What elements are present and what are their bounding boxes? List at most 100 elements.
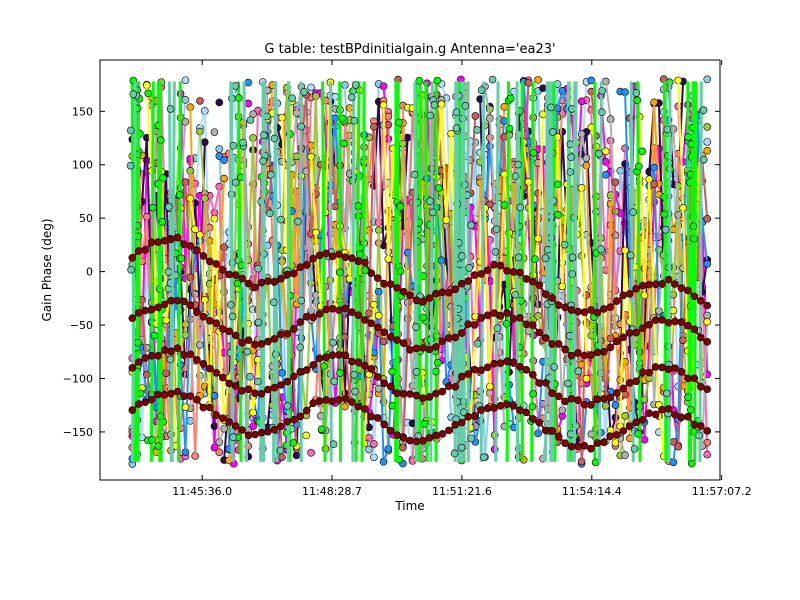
series-line bbox=[580, 154, 588, 235]
series-line bbox=[440, 192, 448, 335]
series-line bbox=[508, 232, 515, 293]
data-point bbox=[166, 355, 175, 364]
data-point bbox=[582, 374, 591, 383]
series-line bbox=[488, 118, 496, 208]
series-line bbox=[218, 148, 226, 258]
data-point bbox=[403, 133, 412, 142]
series-line bbox=[624, 92, 631, 256]
series-line bbox=[575, 322, 583, 462]
series-line bbox=[440, 104, 448, 221]
data-point bbox=[549, 128, 557, 136]
series-line bbox=[372, 101, 380, 186]
series-line bbox=[305, 94, 313, 234]
y-tick-label: −50 bbox=[70, 319, 93, 332]
wrap-line bbox=[413, 81, 419, 462]
data-point bbox=[471, 112, 480, 120]
data-point bbox=[134, 232, 143, 241]
data-point bbox=[567, 153, 576, 162]
data-point bbox=[703, 450, 712, 459]
data-point bbox=[597, 245, 605, 253]
data-point bbox=[210, 422, 219, 430]
x-tick-label: 11:54:14.4 bbox=[562, 485, 622, 498]
series-line bbox=[604, 81, 612, 120]
data-point bbox=[229, 433, 237, 441]
series-line bbox=[609, 140, 617, 291]
series-line bbox=[213, 218, 221, 332]
series-line bbox=[343, 337, 351, 400]
series-line bbox=[198, 240, 206, 367]
data-point bbox=[703, 215, 712, 223]
wrap-line bbox=[698, 81, 703, 462]
data-point bbox=[292, 152, 301, 161]
data-point bbox=[687, 459, 696, 468]
data-point bbox=[320, 362, 328, 370]
series-line bbox=[401, 105, 409, 266]
data-point bbox=[577, 97, 586, 106]
series-line bbox=[401, 143, 409, 319]
data-point bbox=[234, 94, 243, 102]
data-point bbox=[638, 147, 647, 156]
data-point bbox=[650, 180, 658, 188]
data-point bbox=[684, 393, 692, 402]
series-line bbox=[179, 182, 187, 267]
wrap-line bbox=[629, 81, 635, 462]
data-point bbox=[689, 222, 698, 231]
y-tick-label: 50 bbox=[79, 212, 93, 225]
data-point bbox=[630, 444, 639, 453]
data-point bbox=[661, 225, 670, 234]
series-line bbox=[208, 218, 216, 405]
wrap-line bbox=[663, 81, 669, 462]
wrap-line bbox=[273, 81, 279, 462]
series-line bbox=[469, 142, 477, 266]
data-point bbox=[426, 197, 434, 205]
series-line bbox=[281, 117, 288, 251]
series-line bbox=[657, 404, 665, 457]
series-line bbox=[184, 305, 192, 453]
data-point bbox=[419, 313, 428, 322]
data-point bbox=[244, 99, 253, 108]
series-line bbox=[189, 277, 197, 306]
data-point bbox=[452, 124, 461, 132]
series-line bbox=[189, 198, 197, 230]
series-line bbox=[179, 121, 187, 188]
data-point bbox=[450, 449, 459, 458]
data-point bbox=[181, 403, 190, 412]
series-line bbox=[498, 136, 506, 255]
series-line bbox=[653, 318, 660, 405]
data-point bbox=[254, 264, 262, 273]
data-point bbox=[144, 89, 153, 98]
plot-area bbox=[99, 59, 721, 481]
data-point bbox=[566, 168, 575, 176]
chart-title: G table: testBPdinitialgain.g Antenna='e… bbox=[264, 42, 555, 57]
data-point bbox=[307, 83, 315, 92]
data-point bbox=[157, 136, 165, 145]
data-point bbox=[529, 149, 538, 157]
data-point bbox=[215, 98, 224, 107]
series-line bbox=[580, 187, 588, 379]
data-point bbox=[690, 234, 698, 243]
data-point bbox=[457, 443, 466, 452]
series-line bbox=[653, 102, 660, 195]
data-point bbox=[278, 453, 286, 461]
data-point bbox=[467, 434, 475, 443]
data-point bbox=[703, 311, 712, 320]
series-line bbox=[189, 319, 197, 456]
data-point bbox=[126, 126, 135, 135]
series-line bbox=[314, 164, 322, 195]
series-line bbox=[387, 148, 395, 259]
data-point bbox=[336, 369, 344, 377]
data-point bbox=[564, 379, 572, 388]
data-point bbox=[433, 76, 442, 85]
data-point bbox=[473, 339, 482, 348]
data-point bbox=[669, 306, 678, 315]
data-point bbox=[374, 384, 383, 393]
data-point bbox=[243, 347, 252, 356]
data-point bbox=[505, 124, 514, 133]
data-point bbox=[228, 312, 237, 321]
series-line bbox=[508, 132, 515, 235]
data-point bbox=[259, 157, 267, 165]
wrap-line bbox=[667, 81, 672, 462]
data-point bbox=[601, 171, 610, 179]
wrap-line bbox=[544, 81, 549, 462]
data-point bbox=[598, 86, 606, 95]
